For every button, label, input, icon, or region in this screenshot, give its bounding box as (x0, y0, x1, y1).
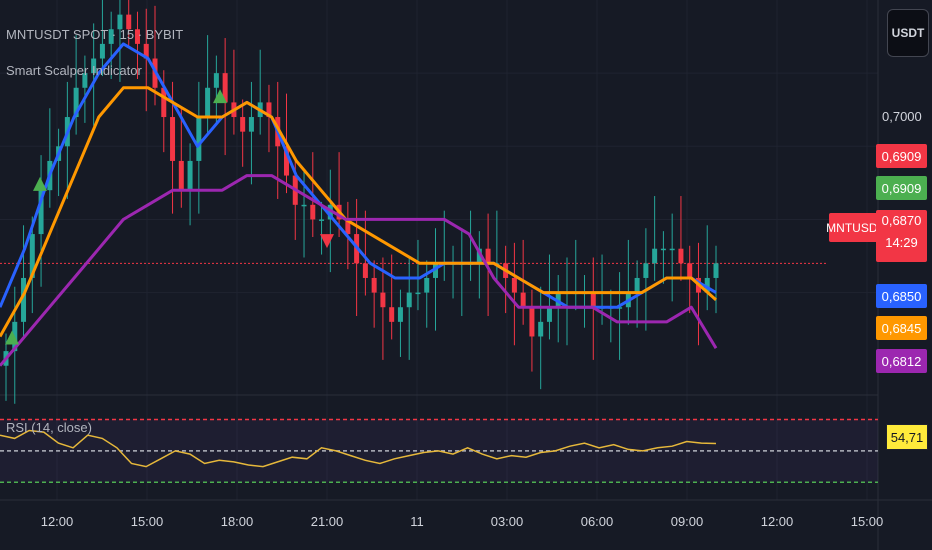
candle-body (99, 43, 105, 59)
candle-body (126, 14, 132, 30)
candle-body (117, 14, 123, 30)
candle-body (476, 248, 482, 264)
candle-body (485, 248, 491, 264)
candle-body (310, 204, 316, 220)
current-price: 0,6870 (881, 213, 922, 228)
time-tick: 15:00 (850, 514, 884, 529)
candle-body (538, 321, 544, 337)
candle-body (213, 73, 219, 88)
candle-body (380, 292, 386, 308)
candle-body (590, 292, 596, 308)
currency-button[interactable]: USDT (887, 9, 929, 57)
candle-body (687, 263, 693, 278)
candle-body (617, 307, 623, 309)
candle-body (222, 73, 228, 103)
candle-body (678, 248, 684, 264)
candle-body (73, 87, 79, 118)
price-tag-orange: 0,6845 (876, 316, 927, 340)
candle-body (187, 160, 193, 191)
time-tick: 15:00 (130, 514, 164, 529)
candle-body (29, 234, 35, 278)
candle-body (520, 292, 526, 308)
candle-body (371, 277, 377, 293)
price-tag-blue: 0,6850 (876, 284, 927, 308)
time-tick: 09:00 (670, 514, 704, 529)
buy-signal-icon (213, 89, 227, 104)
candle-body (345, 219, 351, 235)
candle-body (327, 204, 333, 220)
price-axis-label: 0,7000 (882, 109, 922, 124)
candle-body (713, 263, 719, 278)
candle-body (415, 292, 421, 295)
candle-body (301, 204, 307, 207)
time-tick: 18:00 (220, 514, 254, 529)
symbol-legend[interactable]: MNTUSDT SPOT · 15 · BYBIT (6, 27, 184, 42)
symbol-price-tag: MNTUSDT (826, 213, 885, 242)
candle-body (546, 307, 552, 322)
candle-body (134, 29, 140, 44)
time-tick: 21:00 (310, 514, 344, 529)
candle-body (424, 277, 430, 293)
time-tick: 06:00 (580, 514, 614, 529)
buy-signal-icon (5, 330, 19, 345)
candle-body (38, 190, 44, 235)
candle-body (362, 263, 368, 278)
candle-body (248, 117, 254, 132)
candle-body (406, 292, 412, 308)
candle-body (161, 87, 167, 118)
candle-body (634, 277, 640, 293)
candle-body (529, 307, 535, 337)
rsi-legend[interactable]: RSI (14, close) (6, 420, 92, 435)
ma-line-3 (0, 174, 718, 367)
candle-body (178, 160, 184, 191)
price-tag-red: 0,6909 (876, 144, 927, 168)
candle-body (704, 277, 710, 293)
candle-body (433, 263, 439, 278)
candle-body (82, 73, 88, 88)
candle-body (170, 117, 176, 161)
candle-body (652, 248, 658, 264)
price-tag-purple: 0,6812 (876, 349, 927, 373)
time-tick: 03:00 (490, 514, 524, 529)
candle-body (389, 307, 395, 322)
candle-body (669, 248, 675, 251)
candle-body (21, 277, 27, 322)
buy-signal-icon (33, 176, 47, 191)
candle-body (397, 307, 403, 322)
candle-body (196, 117, 202, 161)
candle-body (266, 102, 272, 118)
candle-body (143, 43, 149, 59)
indicator-legend[interactable]: Smart Scalper Indicator (6, 63, 142, 78)
candle-body (205, 87, 211, 118)
time-tick: 12:00 (760, 514, 794, 529)
rsi-line (0, 429, 717, 468)
candle-body (660, 248, 666, 251)
countdown: 14:29 (885, 235, 918, 250)
rsi-value-tag: 54,71 (886, 424, 928, 450)
ma-line-1 (0, 42, 717, 309)
current-price-tag: 0,6870 14:29 (876, 210, 927, 262)
candle-body (108, 29, 114, 44)
candle-body (319, 219, 325, 221)
candle-body (91, 58, 97, 74)
price-tag-green: 0,6909 (876, 176, 927, 200)
candle-body (643, 263, 649, 278)
time-tick: 12:00 (40, 514, 74, 529)
candle-body (283, 146, 289, 176)
ma-line-2 (0, 86, 717, 338)
candle-body (511, 277, 517, 293)
sell-signal-icon (320, 234, 334, 249)
time-tick: 11 (410, 514, 424, 529)
candle-body (240, 117, 246, 132)
